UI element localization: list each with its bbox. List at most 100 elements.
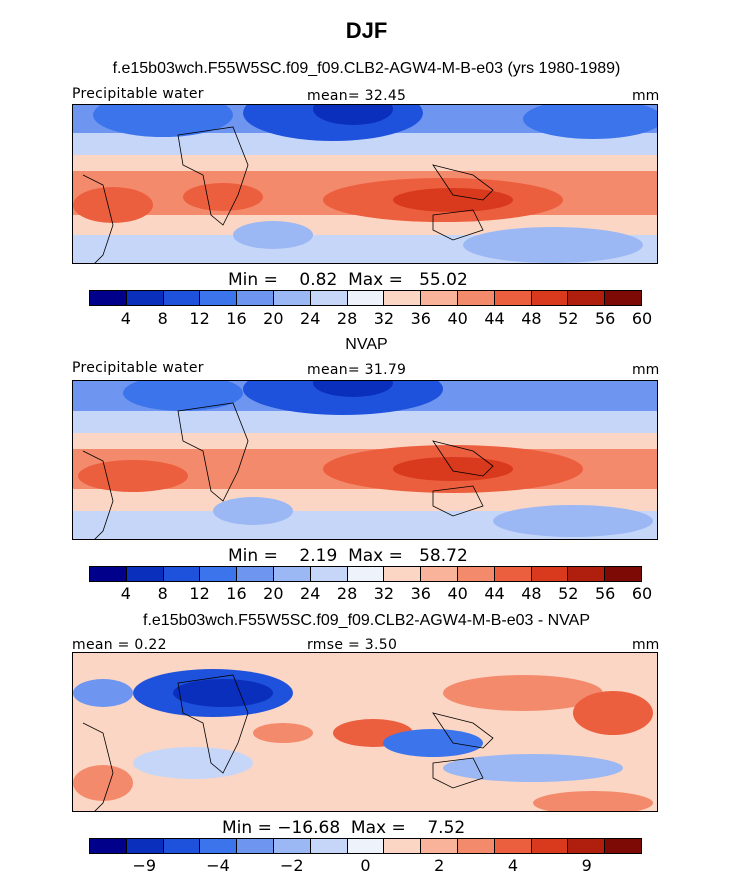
colorbar-swatch [457, 839, 495, 853]
colorbar-tick-label: 52 [558, 309, 579, 328]
colorbar-swatch [605, 291, 641, 305]
colorbar-swatch [494, 291, 532, 305]
colorbar-tick-label: 8 [157, 309, 168, 328]
colorbar-tick-label: 36 [410, 309, 431, 328]
colorbar-swatch [126, 839, 164, 853]
colorbar-swatch [126, 291, 164, 305]
colorbar-swatch [90, 839, 127, 853]
colorbar-tick-label: −9 [132, 856, 157, 875]
panel-3-units-label: mm [632, 637, 660, 653]
colorbar-swatch [384, 567, 422, 581]
panel-1-left-label: Precipitable water [72, 86, 204, 102]
figure-title: DJF [345, 18, 388, 43]
colorbar-tick-label: 32 [373, 309, 395, 328]
colorbar-tick-label: 9 [581, 856, 592, 875]
colorbar-tick-label: 0 [360, 856, 371, 875]
colorbar-swatch [494, 567, 532, 581]
colorbar-swatch [531, 839, 569, 853]
colorbar-swatch [90, 291, 127, 305]
colorbar-swatch [237, 291, 274, 305]
colorbar-tick-label: 16 [226, 584, 247, 603]
colorbar-swatch [347, 839, 385, 853]
colorbar-tick-label: 32 [373, 584, 395, 603]
panel-3-minmax-label: Min = −16.68 Max = 7.52 [222, 818, 466, 838]
colorbar-swatch [310, 567, 348, 581]
colorbar-tick-label: 4 [507, 856, 519, 875]
colorbar-swatch [163, 839, 201, 853]
colorbar-tick-label: 8 [157, 584, 168, 603]
colorbar-tick-label: 24 [300, 584, 321, 603]
colorbar-tick-label: 48 [521, 584, 542, 603]
panel-1-map-field [73, 105, 657, 263]
colorbar-tick-label: −4 [206, 856, 230, 875]
colorbar-tick-label: 40 [447, 309, 468, 328]
colorbar-tick-label: 36 [410, 584, 431, 603]
colorbar-swatch [200, 567, 238, 581]
panel-3-colorbar [89, 838, 642, 854]
colorbar-tick-label: 44 [484, 584, 505, 603]
colorbar-swatch [163, 567, 201, 581]
panel-3-map [72, 652, 658, 812]
colorbar-tick-label: 20 [263, 584, 284, 603]
panel-2-left-label: Precipitable water [72, 360, 204, 376]
colorbar-swatch [568, 567, 606, 581]
panel-3-map-field [73, 653, 657, 811]
panel-1-colorbar [89, 290, 642, 306]
colorbar-swatch [200, 291, 238, 305]
colorbar-swatch [273, 291, 311, 305]
colorbar-swatch [421, 567, 458, 581]
colorbar-tick-label: 28 [336, 584, 358, 603]
colorbar-tick-label: 16 [226, 309, 247, 328]
panel-1-colorbar-ticks: 4 8 12 16 20 24 28 32 36 40 44 48 52 56 60 [89, 309, 652, 329]
panel-3-title: f.e15b03wch.F55W5SC.f09_f09.CLB2-AGW4-M-… [143, 612, 590, 629]
panel-1-units-label: mm [632, 88, 660, 104]
panel-1-mean-label: mean= 32.45 [307, 88, 407, 104]
colorbar-swatch [200, 839, 238, 853]
colorbar-swatch [273, 839, 311, 853]
colorbar-swatch [347, 291, 385, 305]
colorbar-swatch [237, 567, 274, 581]
panel-1-minmax-label: Min = 0.82 Max = 55.02 [228, 270, 468, 290]
colorbar-swatch [457, 291, 495, 305]
panel-2-minmax-label: Min = 2.19 Max = 58.72 [228, 546, 468, 566]
colorbar-swatch [310, 839, 348, 853]
panel-2-map [72, 380, 658, 540]
colorbar-tick-label: 2 [434, 856, 445, 875]
colorbar-tick-label: −2 [279, 856, 304, 875]
colorbar-swatch [421, 839, 458, 853]
colorbar-swatch [163, 291, 201, 305]
colorbar-tick-label: 12 [189, 584, 210, 603]
colorbar-tick-label: 28 [336, 309, 358, 328]
colorbar-tick-label: 52 [558, 584, 579, 603]
panel-3-mean-label: mean = 0.22 [72, 637, 167, 653]
colorbar-tick-label: 56 [594, 584, 616, 603]
colorbar-tick-label: 44 [484, 309, 505, 328]
panel-2-mean-label: mean= 31.79 [307, 362, 407, 378]
colorbar-swatch [384, 839, 422, 853]
colorbar-tick-label: 60 [631, 584, 653, 603]
panel-3-rmse-label: rmse = 3.50 [307, 637, 398, 653]
colorbar-tick-label: 4 [120, 309, 131, 328]
colorbar-swatch [568, 291, 606, 305]
colorbar-swatch [384, 291, 422, 305]
colorbar-swatch [605, 567, 641, 581]
colorbar-swatch [457, 567, 495, 581]
colorbar-swatch [310, 291, 348, 305]
colorbar-swatch [90, 567, 127, 581]
colorbar-swatch [605, 839, 641, 853]
panel-2-title: NVAP [345, 336, 388, 353]
colorbar-swatch [568, 839, 606, 853]
panel-2-colorbar [89, 566, 642, 582]
colorbar-swatch [126, 567, 164, 581]
panel-2-colorbar-ticks: 4 8 12 16 20 24 28 32 36 40 44 48 52 56 60 [89, 584, 652, 604]
colorbar-tick-label: 24 [300, 309, 321, 328]
colorbar-tick-label: 4 [120, 584, 131, 603]
panel-1-title: f.e15b03wch.F55W5SC.f09_f09.CLB2-AGW4-M-… [112, 60, 621, 77]
panel-2-units-label: mm [632, 362, 660, 378]
colorbar-tick-label: 56 [594, 309, 616, 328]
colorbar-tick-label: 60 [631, 309, 653, 328]
colorbar-swatch [347, 567, 385, 581]
panel-1-map [72, 104, 658, 264]
colorbar-tick-label: 12 [189, 309, 210, 328]
colorbar-tick-label: 40 [447, 584, 468, 603]
